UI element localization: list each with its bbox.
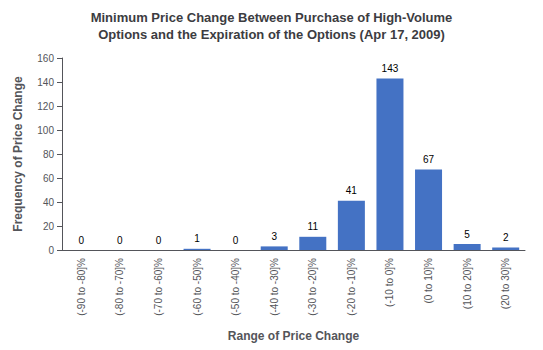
- svg-text:(-10 to 0]%: (-10 to 0]%: [384, 258, 395, 307]
- svg-text:160: 160: [37, 53, 54, 64]
- svg-text:11: 11: [308, 221, 319, 232]
- svg-text:67: 67: [423, 154, 435, 165]
- svg-text:0: 0: [48, 245, 54, 256]
- svg-text:(-30 to -20]%: (-30 to -20]%: [307, 258, 318, 316]
- svg-text:143: 143: [382, 63, 399, 74]
- svg-text:(10 to 20]%: (10 to 20]%: [462, 258, 473, 309]
- svg-text:Minimum Price Change Between P: Minimum Price Change Between Purchase of…: [91, 10, 453, 25]
- svg-text:41: 41: [346, 185, 358, 196]
- svg-text:(0 to 10]%: (0 to 10]%: [423, 258, 434, 304]
- svg-text:0: 0: [79, 235, 85, 246]
- svg-text:140: 140: [37, 77, 54, 88]
- svg-text:1: 1: [194, 233, 200, 244]
- svg-text:(20 to 30]%: (20 to 30]%: [500, 258, 511, 309]
- svg-text:(-60 to -50]%: (-60 to -50]%: [192, 258, 203, 316]
- svg-text:2: 2: [503, 232, 509, 243]
- svg-text:Frequency of Price Change: Frequency of Price Change: [11, 76, 25, 232]
- svg-text:0: 0: [156, 235, 162, 246]
- svg-text:(-20 to -10]%: (-20 to -10]%: [346, 258, 357, 316]
- svg-text:100: 100: [37, 125, 54, 136]
- svg-text:3: 3: [271, 231, 277, 242]
- svg-text:80: 80: [43, 149, 55, 160]
- svg-text:0: 0: [233, 235, 239, 246]
- svg-text:120: 120: [37, 101, 54, 112]
- svg-text:Range of Price Change: Range of Price Change: [228, 329, 360, 343]
- svg-text:40: 40: [43, 197, 55, 208]
- svg-text:(-90 to -80]%: (-90 to -80]%: [76, 258, 87, 316]
- svg-text:(-40 to -30]%: (-40 to -30]%: [269, 258, 280, 316]
- svg-text:Options and the Expiration of: Options and the Expiration of the Option…: [98, 27, 445, 42]
- svg-text:5: 5: [464, 229, 470, 240]
- svg-text:60: 60: [43, 173, 55, 184]
- svg-text:(-70 to -60]%: (-70 to -60]%: [153, 258, 164, 316]
- svg-text:(-80 to -70]%: (-80 to -70]%: [114, 258, 125, 316]
- svg-text:0: 0: [117, 235, 123, 246]
- svg-text:20: 20: [43, 221, 55, 232]
- svg-text:(-50 to -40]%: (-50 to -40]%: [230, 258, 241, 316]
